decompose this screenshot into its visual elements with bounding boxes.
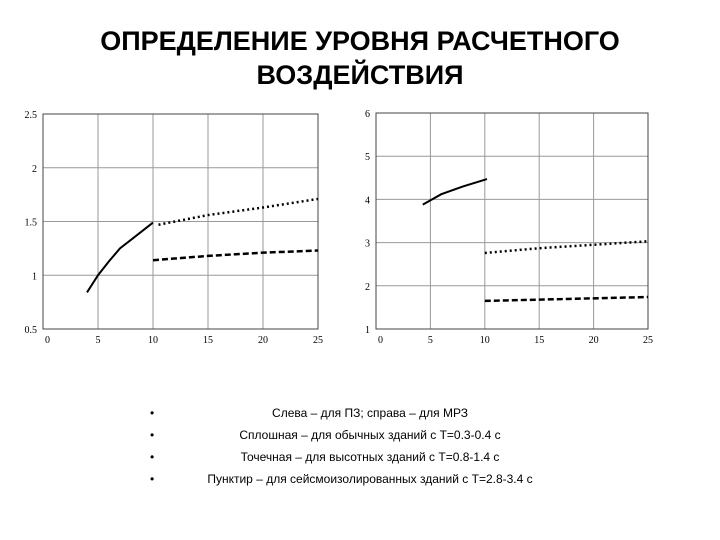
bullet: Пунктир – для сейсмоизолированных зданий…	[150, 472, 590, 486]
y-tick-label: 0.5	[25, 325, 38, 336]
charts: 0 5 10 15 20 25 0.5 1 1.5 2 2.5 0 5 10 15 20 25 1 2 3 4 5 6	[25, 109, 654, 346]
x-tick-label: 25	[643, 335, 653, 346]
x-tick-label: 10	[480, 335, 490, 346]
x-tick-label: 0	[378, 335, 383, 346]
series-line	[86, 221, 154, 293]
y-tick-label: 1	[32, 271, 37, 282]
y-tick-label: 6	[365, 109, 370, 120]
slide-title: ОПРЕДЕЛЕНИЕ УРОВНЯ РАСЧЕТНОГО ВОЗДЕЙСТВИ…	[100, 26, 620, 90]
bullet-list: Слева – для ПЗ; справа – для МРЗ Сплошная…	[150, 406, 590, 494]
bullet: Слева – для ПЗ; справа – для МРЗ	[150, 406, 590, 420]
bullet: Сплошная – для обычных зданий с Т=0.3-0.…	[150, 428, 590, 442]
bullet: Точечная – для высотных зданий с Т=0.8-1…	[150, 450, 590, 464]
y-tick-label: 2.5	[25, 110, 38, 121]
x-tick-label: 15	[534, 335, 544, 346]
x-tick-label: 0	[45, 335, 50, 346]
y-tick-label: 3	[365, 239, 370, 250]
x-tick-label: 20	[589, 335, 599, 346]
x-tick-label: 5	[428, 335, 433, 346]
x-tick-label: 5	[96, 335, 101, 346]
y-tick-label: 2	[32, 164, 37, 175]
plot-frame	[42, 113, 319, 330]
x-tick-label: 25	[313, 335, 323, 346]
y-tick-label: 4	[365, 195, 370, 206]
y-tick-label: 2	[365, 282, 370, 293]
series-line	[422, 178, 488, 206]
series-line	[152, 249, 319, 262]
y-tick-label: 5	[365, 152, 370, 163]
x-tick-label: 10	[148, 335, 158, 346]
x-tick-label: 20	[258, 335, 268, 346]
series-line	[158, 197, 319, 226]
plot-frame	[375, 112, 649, 330]
x-tick-label: 15	[203, 335, 213, 346]
series-line	[484, 240, 649, 255]
y-tick-label: 1	[365, 325, 370, 336]
y-tick-label: 1.5	[25, 218, 38, 229]
series-line	[484, 295, 649, 303]
